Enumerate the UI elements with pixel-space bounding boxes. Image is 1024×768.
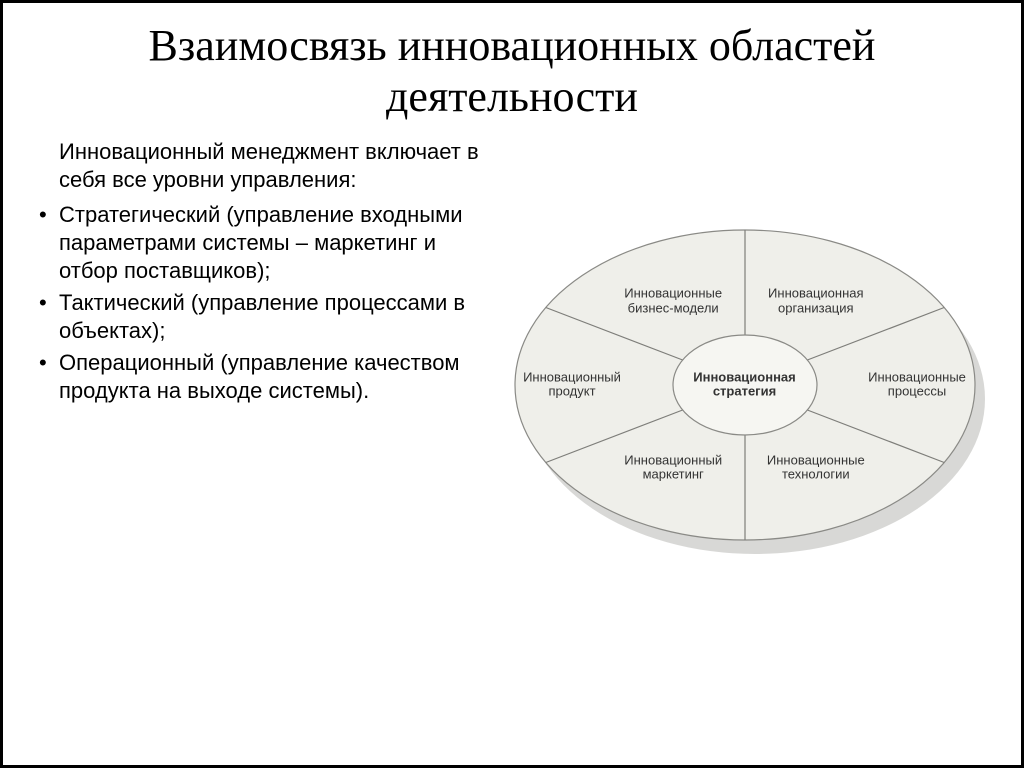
wheel-segment-label: Инновационный продукт [523, 370, 621, 399]
intro-text: Инновационный менеджмент включает в себя… [59, 138, 488, 194]
wheel-segment-label: Инновационная организация [768, 287, 864, 316]
content-row: Инновационный менеджмент включает в себя… [33, 138, 991, 578]
bullet-item: Стратегический (управление входными пара… [33, 201, 488, 285]
slide-title: Взаимосвязь инновационных областей деяте… [33, 21, 991, 122]
bullet-list: Стратегический (управление входными пара… [33, 201, 488, 406]
diagram-column: Инновационная стратегия Инновационные биз… [498, 138, 991, 578]
wheel-segment-label: Инновационные технологии [767, 453, 865, 482]
wheel-segment-label: Инновационные процессы [868, 370, 966, 399]
slide-frame: Взаимосвязь инновационных областей деяте… [0, 0, 1024, 768]
innovation-wheel-diagram: Инновационная стратегия Инновационные биз… [495, 210, 995, 560]
bullet-item: Операционный (управление качеством проду… [33, 349, 488, 405]
text-column: Инновационный менеджмент включает в себя… [33, 138, 488, 409]
bullet-item: Тактический (управление процессами в объ… [33, 289, 488, 345]
wheel-center-label: Инновационная стратегия [693, 370, 795, 399]
wheel-segment-label: Инновационный маркетинг [624, 453, 722, 482]
wheel-segment-label: Инновационные бизнес-модели [624, 287, 722, 316]
